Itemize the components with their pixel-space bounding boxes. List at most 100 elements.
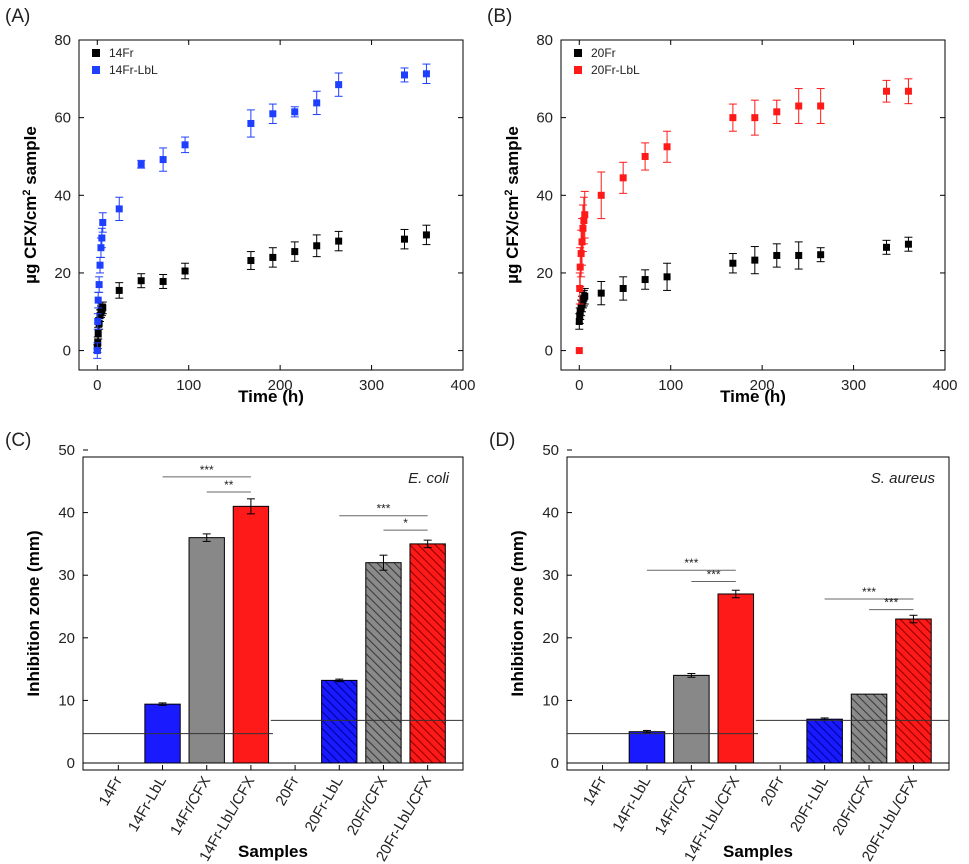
- y-tick-label: 10: [542, 692, 559, 709]
- y-tick-label: 0: [545, 343, 553, 360]
- data-point: [751, 114, 759, 122]
- y-tick-label: 30: [542, 567, 559, 584]
- y-tick-label: 40: [536, 187, 553, 204]
- data-point: [579, 224, 587, 232]
- y-axis-title: µg CFX/cm2 sample: [21, 126, 40, 284]
- organism-label: S. aureus: [871, 470, 936, 487]
- data-point: [576, 284, 584, 292]
- data-point: [597, 191, 605, 199]
- legend-label: 14Fr: [109, 46, 134, 60]
- x-tick-label: 14Fr/CFX: [652, 774, 699, 839]
- panel-a-release-14fr: (A) 0 100 200 300 400 0 20 40 60 80 Time (h) µg CFX/…: [5, 6, 476, 406]
- data-point: [663, 143, 671, 151]
- data-point: [619, 284, 627, 292]
- legend-marker: [574, 49, 582, 57]
- data-point: [581, 292, 589, 300]
- legend-label: 20Fr: [591, 46, 616, 60]
- y-tick-label: 0: [67, 755, 75, 772]
- y-tick-label: 80: [54, 32, 71, 49]
- series-14Fr-LbL: [93, 63, 431, 359]
- x-tick-label: 14Fr: [96, 773, 126, 808]
- data-point: [313, 99, 321, 107]
- legend-marker: [92, 49, 100, 57]
- y-tick-label: 50: [542, 442, 559, 459]
- data-point: [729, 259, 737, 267]
- data-point: [578, 238, 586, 246]
- significance-label: ***: [200, 463, 214, 477]
- data-point: [619, 174, 627, 182]
- data-point: [99, 304, 107, 312]
- legend-label: 20Fr-LbL: [591, 63, 640, 77]
- bar: [365, 562, 402, 764]
- panel-b-release-20fr: (B) 0 100 200 300 400 0 20 40 60 80 Time (h) µg CFX/…: [487, 6, 958, 406]
- x-tick-label: 100: [176, 377, 201, 394]
- data-point: [115, 286, 123, 294]
- data-point: [663, 273, 671, 281]
- legend-label: 14Fr-LbL: [109, 63, 158, 77]
- x-tick-label: 100: [658, 377, 683, 394]
- data-point: [115, 205, 123, 213]
- y-tick-label: 40: [542, 505, 559, 522]
- significance-label: *: [403, 516, 408, 530]
- y-tick-label: 0: [63, 343, 71, 360]
- x-tick-label: 20Fr: [272, 773, 302, 808]
- panel-label: (A): [5, 6, 30, 27]
- y-axis-title: Inhibition zone (mm): [508, 530, 527, 696]
- bar: [409, 543, 446, 764]
- data-point: [96, 261, 104, 269]
- bar: [628, 731, 666, 764]
- x-tick-label: 0: [575, 377, 583, 394]
- x-axis-title: Samples: [238, 842, 308, 861]
- series-20Fr-LbL: [575, 78, 913, 355]
- x-axis-title: Samples: [723, 842, 793, 861]
- x-tick-label: 400: [932, 377, 957, 394]
- data-point: [137, 160, 145, 168]
- significance-label: ***: [376, 502, 390, 516]
- x-tick-label: 14Fr/CFX: [167, 774, 214, 839]
- data-point: [817, 102, 825, 110]
- significance-label: ***: [884, 596, 898, 610]
- x-tick-label: 0: [93, 377, 101, 394]
- data-point: [291, 108, 299, 116]
- data-point: [159, 156, 167, 164]
- data-point: [882, 87, 890, 95]
- bar: [673, 674, 710, 764]
- data-point: [773, 108, 781, 116]
- data-point: [99, 218, 107, 226]
- y-tick-label: 20: [58, 630, 75, 647]
- series-14Fr: [93, 224, 431, 354]
- data-point: [247, 119, 255, 127]
- x-tick-label: 200: [750, 377, 775, 394]
- data-point: [137, 277, 145, 285]
- data-point: [773, 251, 781, 259]
- bar: [850, 693, 888, 764]
- y-tick-label: 0: [551, 755, 559, 772]
- data-point: [422, 231, 430, 239]
- x-axis-title: Time (h): [720, 387, 786, 406]
- x-tick-label: 20Fr-LbL: [302, 774, 347, 835]
- x-tick-label: 14Fr-LbL: [125, 774, 170, 835]
- panel-c-inhibition-ecoli: (C) 0 10 20 30 40 50 E. coli 14Fr 14Fr-LbL14Fr/CF…: [5, 430, 464, 864]
- y-tick-label: 50: [58, 442, 75, 459]
- data-point: [93, 347, 101, 355]
- y-tick-label: 10: [58, 692, 75, 709]
- legend-marker: [92, 66, 100, 74]
- x-tick-label: 400: [450, 377, 475, 394]
- data-point: [641, 152, 649, 160]
- data-point: [269, 110, 277, 118]
- bar: [321, 679, 358, 764]
- y-tick-label: 30: [58, 567, 75, 584]
- y-tick-label: 60: [536, 110, 553, 127]
- x-tick-label: 20Fr/CFX: [344, 774, 391, 839]
- y-tick-label: 40: [54, 187, 71, 204]
- data-point: [577, 250, 585, 258]
- data-point: [422, 70, 430, 78]
- data-point: [95, 281, 103, 289]
- significance-label: ***: [684, 556, 698, 570]
- data-point: [580, 217, 588, 225]
- data-point: [817, 251, 825, 259]
- panel-label: (C): [5, 430, 31, 451]
- bar: [895, 618, 932, 764]
- data-point: [641, 276, 649, 284]
